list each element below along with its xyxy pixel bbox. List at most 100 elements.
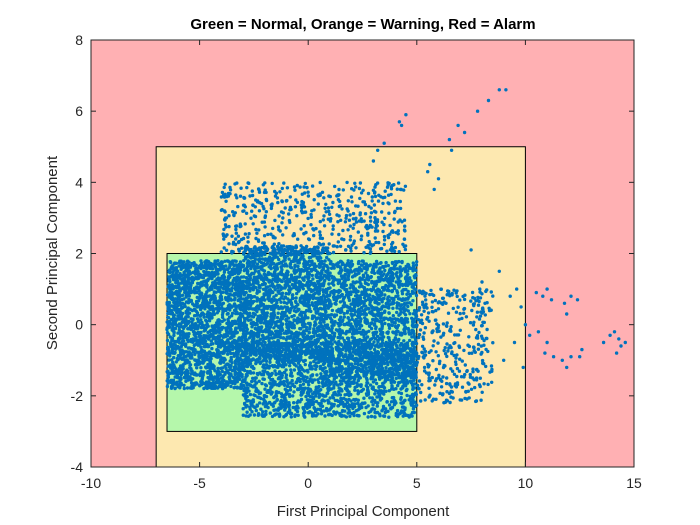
data-point [177, 336, 182, 340]
data-point [303, 322, 307, 326]
data-point [387, 389, 391, 393]
data-point [244, 345, 249, 349]
data-point [246, 259, 250, 264]
data-point [242, 283, 246, 287]
data-point [191, 350, 195, 354]
data-point [241, 302, 245, 306]
data-point [324, 333, 328, 338]
data-point [272, 335, 276, 340]
data-point [255, 251, 259, 255]
data-point [262, 292, 266, 296]
data-point [180, 333, 184, 337]
data-point [306, 386, 310, 391]
data-point [256, 319, 260, 323]
data-point [189, 367, 193, 371]
data-point [289, 371, 294, 375]
data-point [294, 270, 298, 274]
data-point [352, 413, 356, 418]
data-point [323, 307, 327, 311]
data-point [273, 288, 277, 292]
data-point [182, 386, 186, 391]
data-point [227, 294, 231, 299]
data-point [371, 380, 376, 384]
data-point [170, 294, 174, 298]
data-point [291, 382, 295, 386]
data-point [349, 399, 353, 403]
data-point [206, 362, 210, 367]
data-point [242, 379, 247, 384]
data-point [296, 387, 300, 391]
data-point [287, 292, 291, 296]
data-point [303, 352, 308, 357]
data-point [172, 355, 176, 360]
data-point [196, 330, 201, 335]
data-point [277, 257, 281, 262]
data-point [231, 375, 236, 380]
data-point [300, 323, 305, 327]
data-point [182, 302, 187, 306]
data-point [287, 325, 291, 330]
data-point [284, 373, 289, 377]
data-point [243, 402, 247, 406]
data-point [284, 413, 288, 418]
data-point [222, 270, 227, 274]
data-point [238, 347, 242, 351]
data-point [319, 296, 324, 300]
data-point [405, 393, 409, 398]
data-point [280, 291, 285, 295]
data-point [272, 295, 276, 299]
data-point [359, 362, 363, 367]
data-point [321, 349, 325, 353]
data-point [293, 263, 297, 267]
data-point [356, 392, 360, 396]
data-point [334, 380, 338, 384]
data-point [326, 315, 330, 319]
data-point [254, 352, 258, 357]
data-point [321, 393, 325, 398]
data-point [300, 345, 304, 349]
data-point [246, 414, 251, 418]
data-point [202, 300, 206, 304]
data-point [256, 413, 260, 417]
data-point [199, 292, 203, 296]
data-point [220, 315, 225, 319]
data-point [237, 336, 241, 341]
data-point [236, 282, 240, 287]
data-point [408, 379, 413, 383]
data-point [306, 370, 310, 374]
data-point [219, 333, 223, 338]
data-point [328, 396, 332, 400]
data-point [228, 264, 232, 268]
data-point [218, 361, 222, 365]
data-point [206, 302, 210, 306]
data-point [280, 328, 284, 332]
data-point [178, 312, 182, 317]
data-point [391, 379, 395, 383]
data-point [313, 342, 318, 346]
data-point [177, 264, 181, 268]
data-point [401, 414, 405, 418]
data-point [362, 411, 367, 416]
data-point [280, 310, 285, 314]
data-point [269, 385, 273, 390]
data-point [315, 245, 320, 249]
data-point [296, 343, 301, 348]
data-point [327, 274, 331, 278]
data-point [167, 269, 171, 274]
data-point [297, 286, 301, 290]
data-point [260, 257, 265, 261]
data-point [174, 271, 178, 276]
data-point [295, 339, 300, 344]
data-point [221, 281, 226, 285]
data-point [316, 338, 320, 343]
data-point [179, 259, 183, 263]
data-point [303, 302, 307, 307]
data-point [175, 293, 179, 297]
data-point [270, 252, 275, 256]
data-point [310, 259, 314, 263]
data-point [249, 266, 253, 271]
data-point [245, 306, 249, 310]
data-point [296, 316, 300, 320]
data-point [261, 410, 265, 414]
data-point [223, 364, 227, 368]
